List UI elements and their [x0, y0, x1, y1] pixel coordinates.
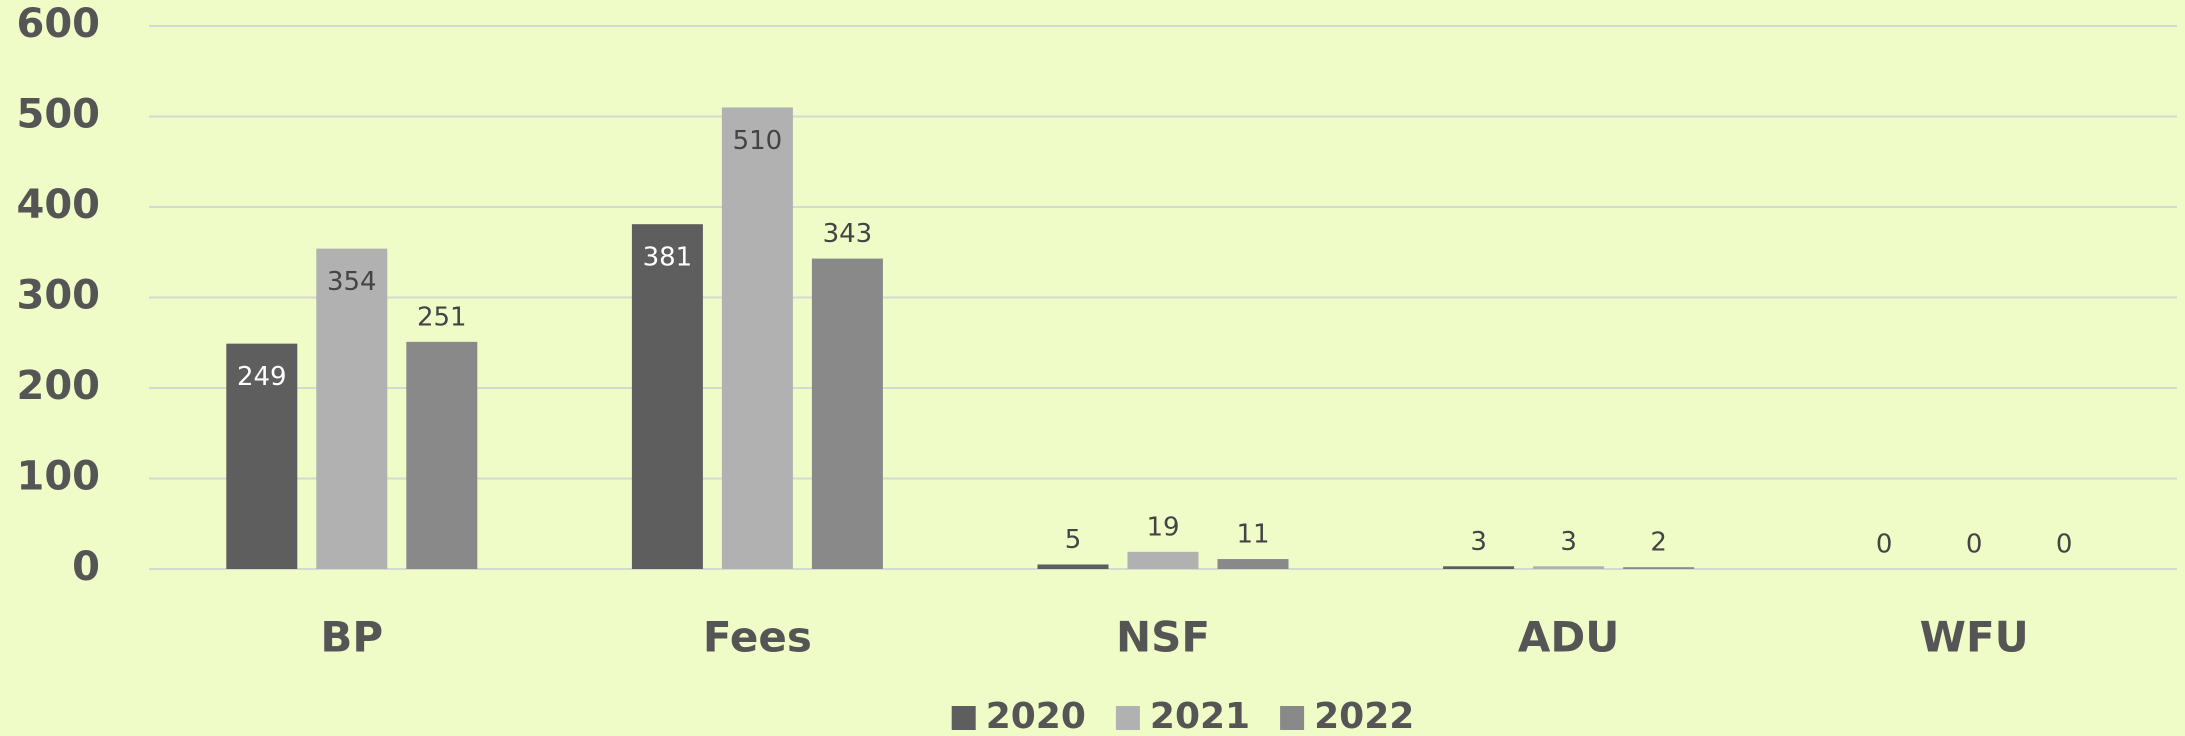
x-tick-label: BP: [320, 613, 383, 662]
bar: [631, 224, 703, 569]
y-tick-label: 0: [72, 544, 100, 590]
bar: [1443, 566, 1515, 569]
data-label: 381: [643, 243, 693, 273]
bar: [1533, 566, 1605, 569]
data-label: 5: [1065, 525, 1082, 555]
bar: [1623, 567, 1695, 569]
legend-label: 2022: [1314, 696, 1414, 736]
data-label: 249: [237, 362, 287, 392]
legend-swatch: [951, 706, 976, 730]
data-label: 0: [2056, 530, 2073, 560]
legend-swatch: [1115, 706, 1140, 730]
legend-label: 2020: [986, 696, 1086, 736]
y-tick-label: 300: [17, 273, 101, 319]
data-label: 343: [823, 219, 873, 249]
y-tick-label: 200: [17, 363, 101, 409]
x-tick-label: WFU: [1920, 613, 2029, 662]
data-label: 2: [1650, 528, 1667, 558]
bar: [811, 258, 883, 569]
x-tick-label: Fees: [703, 613, 812, 662]
bar: [406, 341, 478, 569]
data-label: 3: [1470, 527, 1487, 557]
data-label: 0: [1966, 530, 1983, 560]
legend-label: 2021: [1150, 696, 1250, 736]
bar: [1217, 559, 1289, 569]
data-label: 11: [1236, 520, 1269, 550]
data-label: 3: [1560, 527, 1577, 557]
y-tick-label: 100: [17, 454, 101, 500]
data-label: 19: [1146, 512, 1179, 542]
data-label: 251: [417, 302, 467, 332]
bar: [1127, 551, 1199, 569]
x-tick-label: ADU: [1518, 613, 1619, 662]
y-tick-label: 500: [17, 92, 101, 138]
bar: [226, 343, 298, 569]
data-label: 510: [733, 126, 783, 156]
y-tick-label: 400: [17, 182, 101, 228]
bar: [316, 248, 388, 569]
bar: [1037, 564, 1109, 569]
y-tick-label: 600: [17, 1, 101, 47]
data-label: 354: [327, 267, 377, 297]
data-label: 0: [1876, 530, 1893, 560]
legend-swatch: [1280, 706, 1305, 730]
x-tick-label: NSF: [1116, 613, 1210, 662]
bar: [721, 107, 793, 569]
